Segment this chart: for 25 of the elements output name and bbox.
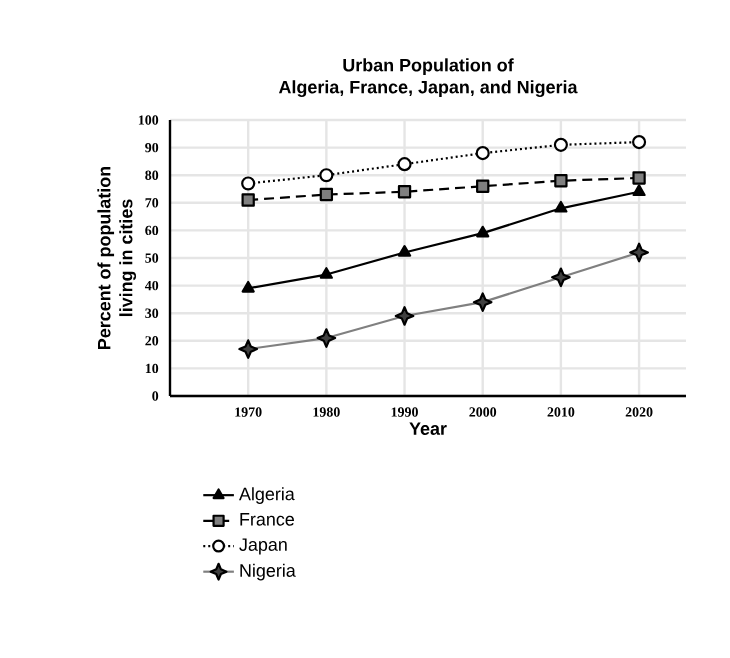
point — [241, 176, 256, 191]
point — [632, 184, 646, 197]
legend-label: Algeria — [239, 487, 295, 504]
y-axis-title: Percent of population living in cities — [97, 166, 137, 349]
point — [476, 225, 490, 238]
chart-title: Urban Population of Algeria, France, Japan, and Nigeria — [278, 58, 578, 98]
point — [632, 171, 646, 185]
point — [241, 193, 255, 207]
point — [319, 168, 334, 183]
point — [554, 174, 568, 188]
point — [397, 157, 412, 172]
point — [632, 135, 647, 150]
point — [554, 200, 568, 213]
point — [476, 179, 490, 193]
point — [397, 245, 412, 257]
point — [475, 146, 490, 161]
point — [241, 280, 255, 293]
x-axis-title: Year — [409, 422, 447, 435]
legend-label: Nigeria — [240, 563, 296, 581]
point — [397, 185, 412, 199]
point — [319, 267, 333, 279]
legend-label: Japan — [239, 538, 287, 555]
legend-label: France — [240, 513, 294, 526]
point — [319, 187, 334, 202]
point — [553, 137, 568, 152]
